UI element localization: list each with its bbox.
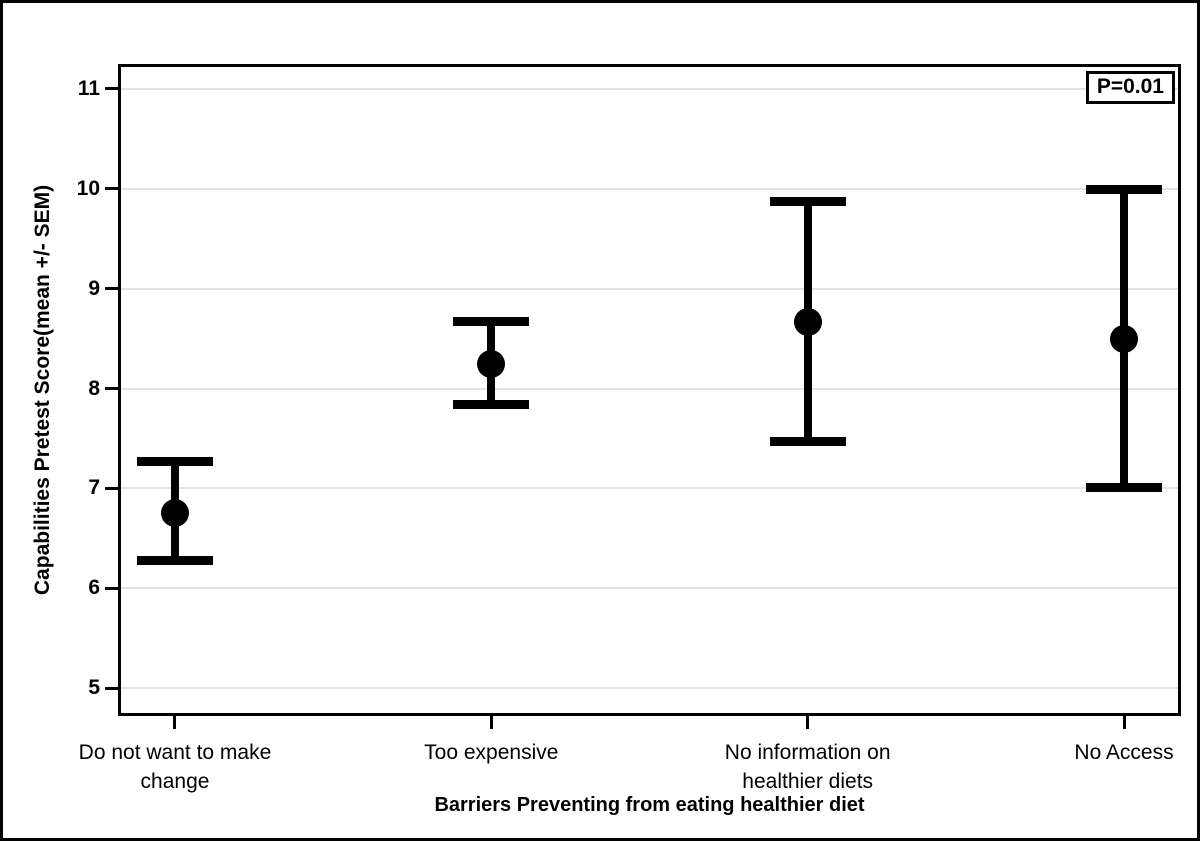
error-bar-top-cap [136, 457, 213, 467]
x-axis-title: Barriers Preventing from eating healthie… [434, 794, 865, 816]
error-bar-bottom-cap [769, 437, 846, 447]
x-category-label-line: Do not want to make [78, 741, 272, 764]
mean-marker [160, 499, 189, 528]
p-value-annotation: P=0.01 [1085, 71, 1175, 104]
mean-marker [793, 307, 822, 336]
x-axis-tick [806, 716, 810, 729]
mean-marker [1110, 324, 1139, 353]
y-axis-tick [105, 187, 118, 191]
y-tick-label: 5 [88, 676, 100, 700]
error-bar-bottom-cap [453, 400, 530, 410]
gridline [118, 687, 1181, 690]
x-axis-tick [1122, 716, 1126, 729]
y-tick-label: 10 [76, 176, 100, 200]
gridline [118, 387, 1181, 390]
x-category-label-line: Too expensive [424, 741, 559, 764]
x-axis-tick [173, 716, 177, 729]
plot-area: P=0.01 5 6 7 8 9 10 11 Do not want to make chang… [77, 64, 1181, 793]
x-category-label-line: No information on [724, 741, 891, 764]
gridline [118, 187, 1181, 190]
y-axis-tick [105, 87, 118, 91]
plot-frame [118, 64, 1181, 716]
mean-marker [477, 349, 506, 378]
gridline [118, 287, 1181, 290]
x-category-label-line: No Access [1074, 741, 1174, 764]
y-tick-label: 9 [88, 276, 100, 300]
y-axis-tick [105, 486, 118, 490]
error-bar-bottom-cap [136, 556, 213, 566]
x-category-label: Do not want to make change [25, 738, 325, 796]
x-category-label-line: healthier diets [742, 770, 874, 793]
x-category-label: No information on healthier diets [658, 738, 958, 796]
y-axis-tick [105, 387, 118, 390]
y-tick-label: 8 [88, 376, 100, 400]
y-tick-label: 11 [77, 76, 100, 100]
x-axis-tick [489, 716, 493, 729]
y-axis-tick [105, 287, 118, 291]
x-category-label: Too expensive [341, 738, 641, 767]
error-bar-bottom-cap [1086, 483, 1163, 493]
error-bar-top-cap [769, 196, 846, 206]
gridline [118, 587, 1181, 590]
gridline [118, 87, 1181, 90]
y-axis-tick [105, 686, 118, 690]
gridline [118, 487, 1181, 490]
y-axis-tick [105, 586, 118, 590]
x-category-label-line: change [140, 770, 210, 793]
y-tick-label: 6 [88, 576, 100, 600]
x-category-label: No Access [974, 738, 1197, 767]
y-tick-label: 7 [88, 476, 100, 500]
error-bar-top-cap [1086, 184, 1163, 194]
error-bar-top-cap [453, 316, 530, 326]
